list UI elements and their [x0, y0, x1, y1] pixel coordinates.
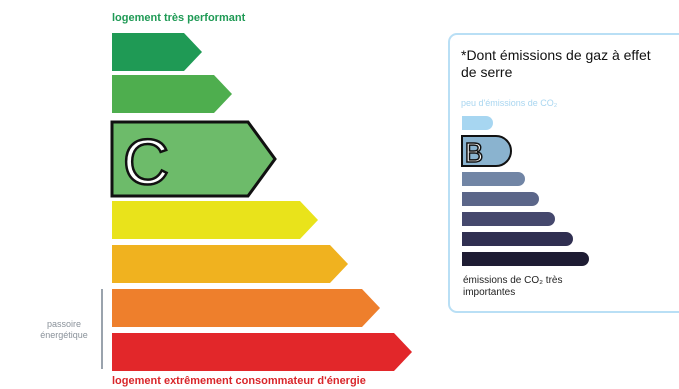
ges-box: [448, 33, 679, 313]
ges-bar-1: [462, 116, 493, 130]
energy-bar-5-shape: [112, 245, 348, 283]
energy-bar-7-shape: [112, 333, 412, 371]
energy-bar-4-shape: [112, 201, 318, 239]
energy-current-class: C: [123, 126, 169, 198]
top-label: logement très performant: [112, 12, 246, 24]
passoire-label: passoire énergétique: [40, 319, 88, 340]
ges-scale: B: [461, 116, 589, 266]
energy-bar-2-shape: [112, 75, 232, 113]
energy-bar-6-shape: [112, 289, 380, 327]
ges-title: *Dont émissions de gaz à effet de serre: [461, 47, 651, 80]
ges-bar-7: [462, 252, 589, 266]
energy-bar-3-shape: [110, 120, 277, 198]
energy-bar-1-shape: [112, 33, 202, 71]
ges-bar-4: [462, 192, 539, 206]
energy-bar-7: [112, 333, 412, 371]
ges-bar-5: [462, 212, 555, 226]
energy-bar-4: [112, 201, 318, 239]
ges-bar-2-current: [461, 135, 512, 167]
energy-bar-5: [112, 245, 348, 283]
ges-current-class: B: [465, 137, 484, 168]
energy-bar-6: [112, 289, 380, 327]
energy-bar-2: [112, 75, 232, 113]
ges-bar-6: [462, 232, 573, 246]
energy-bar-1: [112, 33, 202, 71]
ges-bottom-label: émissions de CO₂ très importantes: [463, 275, 563, 298]
energy-bar-3-current: C: [110, 120, 277, 198]
passoire-bracket: [101, 289, 103, 369]
ges-top-label: peu d'émissions de CO₂: [461, 98, 558, 108]
ges-bar-3: [462, 172, 525, 186]
bottom-label: logement extrêmement consommateur d'éner…: [112, 375, 366, 387]
